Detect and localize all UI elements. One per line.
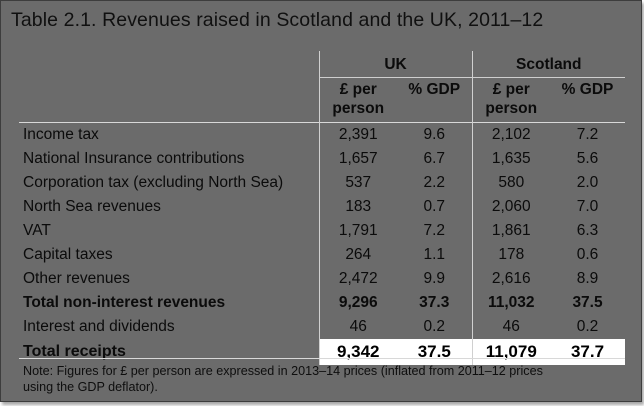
uk-per-person: 2,391 bbox=[318, 122, 397, 147]
row-label: Total non-interest revenues bbox=[23, 294, 226, 311]
row-label: Capital taxes bbox=[23, 246, 113, 263]
group-header-row: UK Scotland bbox=[19, 51, 626, 78]
col-header-line2: person bbox=[332, 100, 385, 117]
uk-per-person: 46 bbox=[318, 315, 397, 339]
col-header-line1: £ per bbox=[339, 81, 377, 98]
scotland-gdp: 6.3 bbox=[576, 222, 599, 239]
scotland-per-person: 580 bbox=[471, 171, 551, 195]
scotland-per-person: 1,635 bbox=[471, 147, 551, 171]
scotland-gdp: 8.9 bbox=[576, 270, 599, 287]
header-blank-2 bbox=[19, 78, 319, 123]
group-header-scotland: Scotland bbox=[471, 51, 626, 78]
scotland-per-person: 178 bbox=[471, 243, 551, 267]
scotland-gdp: 0.6 bbox=[576, 246, 599, 263]
uk-per-person: 1,657 bbox=[318, 147, 397, 171]
uk-gdp: 9.9 bbox=[423, 270, 446, 287]
scotland-gdp: 37.5 bbox=[572, 294, 603, 311]
col-header-scotland-per-person: £ per person bbox=[471, 77, 551, 123]
header-blank bbox=[19, 51, 319, 78]
uk-gdp: 2.2 bbox=[423, 174, 446, 191]
note-divider bbox=[19, 358, 625, 359]
col-header-line2: person bbox=[485, 100, 538, 117]
scotland-gdp: 7.2 bbox=[576, 126, 599, 143]
row-label: Corporation tax (excluding North Sea) bbox=[23, 174, 284, 191]
uk-per-person: 537 bbox=[318, 171, 397, 195]
note-line-2: using the GDP deflator). bbox=[23, 380, 158, 394]
table-row: VAT 1,791 7.2 1,861 6.3 bbox=[19, 219, 625, 243]
table-row: Corporation tax (excluding North Sea) 53… bbox=[19, 171, 625, 195]
row-label: National Insurance contributions bbox=[23, 150, 245, 167]
uk-gdp: 37.5 bbox=[397, 339, 473, 365]
uk-per-person: 9,296 bbox=[318, 291, 397, 315]
scotland-gdp: 5.6 bbox=[576, 150, 599, 167]
scotland-per-person: 46 bbox=[471, 315, 551, 339]
uk-gdp: 0.7 bbox=[423, 198, 446, 215]
uk-gdp: 9.6 bbox=[423, 126, 446, 143]
col-header-scotland-gdp: % GDP bbox=[561, 81, 614, 98]
col-header-uk-gdp: % GDP bbox=[408, 81, 461, 98]
col-header-uk-per-person: £ per person bbox=[318, 77, 397, 123]
scotland-gdp: 7.0 bbox=[576, 198, 599, 215]
scotland-per-person: 2,102 bbox=[471, 122, 551, 147]
group-header-uk: UK bbox=[318, 51, 473, 78]
row-label: Income tax bbox=[23, 126, 99, 143]
table-title: Table 2.1. Revenues raised in Scotland a… bbox=[11, 9, 544, 31]
scotland-gdp: 0.2 bbox=[576, 318, 599, 335]
table-row: North Sea revenues 183 0.7 2,060 7.0 bbox=[19, 195, 625, 219]
table-row-total: Total receipts 9,342 37.5 11,079 37.7 bbox=[19, 339, 626, 365]
uk-per-person: 183 bbox=[318, 195, 397, 219]
uk-gdp: 7.2 bbox=[423, 222, 446, 239]
table-note: Note: Figures for £ per person are expre… bbox=[23, 363, 633, 395]
row-label: VAT bbox=[23, 222, 51, 239]
scotland-per-person: 1,861 bbox=[471, 219, 551, 243]
scotland-per-person: 11,032 bbox=[471, 291, 551, 315]
row-label: Total receipts bbox=[23, 343, 126, 360]
scotland-gdp: 2.0 bbox=[576, 174, 599, 191]
scotland-per-person: 2,616 bbox=[471, 267, 551, 291]
uk-per-person: 9,342 bbox=[318, 339, 397, 365]
table-row: Capital taxes 264 1.1 178 0.6 bbox=[19, 243, 625, 267]
uk-per-person: 264 bbox=[318, 243, 397, 267]
table-row: National Insurance contributions 1,657 6… bbox=[19, 147, 625, 171]
table-row: Other revenues 2,472 9.9 2,616 8.9 bbox=[19, 267, 625, 291]
row-label: Other revenues bbox=[23, 270, 130, 287]
row-label: Interest and dividends bbox=[23, 318, 175, 335]
uk-gdp: 1.1 bbox=[423, 246, 446, 263]
column-header-row: £ per person % GDP £ per person % GDP bbox=[19, 77, 626, 123]
scotland-per-person: 11,079 bbox=[471, 339, 551, 365]
col-header-line1: £ per bbox=[492, 81, 530, 98]
uk-gdp: 6.7 bbox=[423, 150, 446, 167]
uk-gdp: 0.2 bbox=[423, 318, 446, 335]
scotland-gdp: 37.7 bbox=[550, 339, 626, 365]
revenue-table: UK Scotland £ per person % GDP £ per per… bbox=[19, 51, 626, 365]
uk-per-person: 2,472 bbox=[318, 267, 397, 291]
row-label: North Sea revenues bbox=[23, 198, 161, 215]
table-row-subtotal: Total non-interest revenues 9,296 37.3 1… bbox=[19, 291, 625, 315]
table-row: Income tax 2,391 9.6 2,102 7.2 bbox=[19, 122, 625, 147]
uk-gdp: 37.3 bbox=[419, 294, 450, 311]
uk-per-person: 1,791 bbox=[318, 219, 397, 243]
table-row: Interest and dividends 46 0.2 46 0.2 bbox=[19, 315, 625, 339]
scotland-per-person: 2,060 bbox=[471, 195, 551, 219]
note-line-1: Note: Figures for £ per person are expre… bbox=[23, 364, 543, 378]
